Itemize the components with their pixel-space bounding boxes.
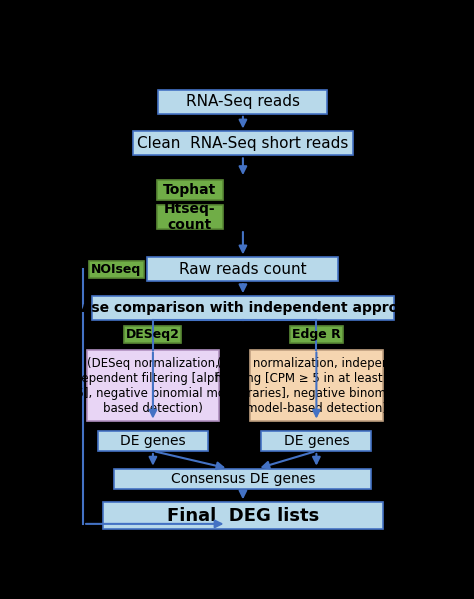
Text: (TMM normalization, independent
filtering [CPM ≥ 5 in at least three
libraries],: (TMM normalization, independent filterin… (215, 356, 418, 415)
FancyBboxPatch shape (125, 326, 182, 343)
Text: Tophat: Tophat (163, 183, 216, 198)
FancyBboxPatch shape (103, 502, 383, 529)
Text: Edge R: Edge R (292, 328, 341, 341)
Text: Clean  RNA-Seq short reads: Clean RNA-Seq short reads (137, 136, 348, 151)
Text: DE genes: DE genes (283, 434, 349, 448)
FancyBboxPatch shape (156, 205, 223, 229)
FancyBboxPatch shape (92, 296, 393, 320)
FancyBboxPatch shape (147, 258, 338, 282)
FancyBboxPatch shape (133, 131, 353, 155)
FancyBboxPatch shape (156, 180, 223, 200)
FancyBboxPatch shape (158, 90, 328, 114)
Text: RNA-Seq reads: RNA-Seq reads (186, 95, 300, 110)
Text: Raw reads count: Raw reads count (179, 262, 307, 277)
Text: Consensus DE genes: Consensus DE genes (171, 471, 315, 486)
FancyBboxPatch shape (89, 261, 144, 278)
Text: (DESeq normalization,
independent filtering [alpha =
0.05], negative binomial mo: (DESeq normalization, independent filter… (58, 356, 248, 415)
Text: Final  DEG lists: Final DEG lists (167, 507, 319, 525)
Text: DESeq2: DESeq2 (126, 328, 180, 341)
FancyBboxPatch shape (98, 431, 208, 451)
Text: Htseq-
count: Htseq- count (164, 202, 216, 232)
FancyBboxPatch shape (290, 326, 343, 343)
FancyBboxPatch shape (261, 431, 372, 451)
Text: DE genes: DE genes (120, 434, 186, 448)
FancyBboxPatch shape (114, 468, 372, 489)
FancyBboxPatch shape (87, 350, 219, 421)
Text: NOIseq: NOIseq (91, 263, 141, 276)
Text: Pairwise comparison with independent approaches: Pairwise comparison with independent app… (43, 301, 443, 315)
FancyBboxPatch shape (250, 350, 383, 421)
